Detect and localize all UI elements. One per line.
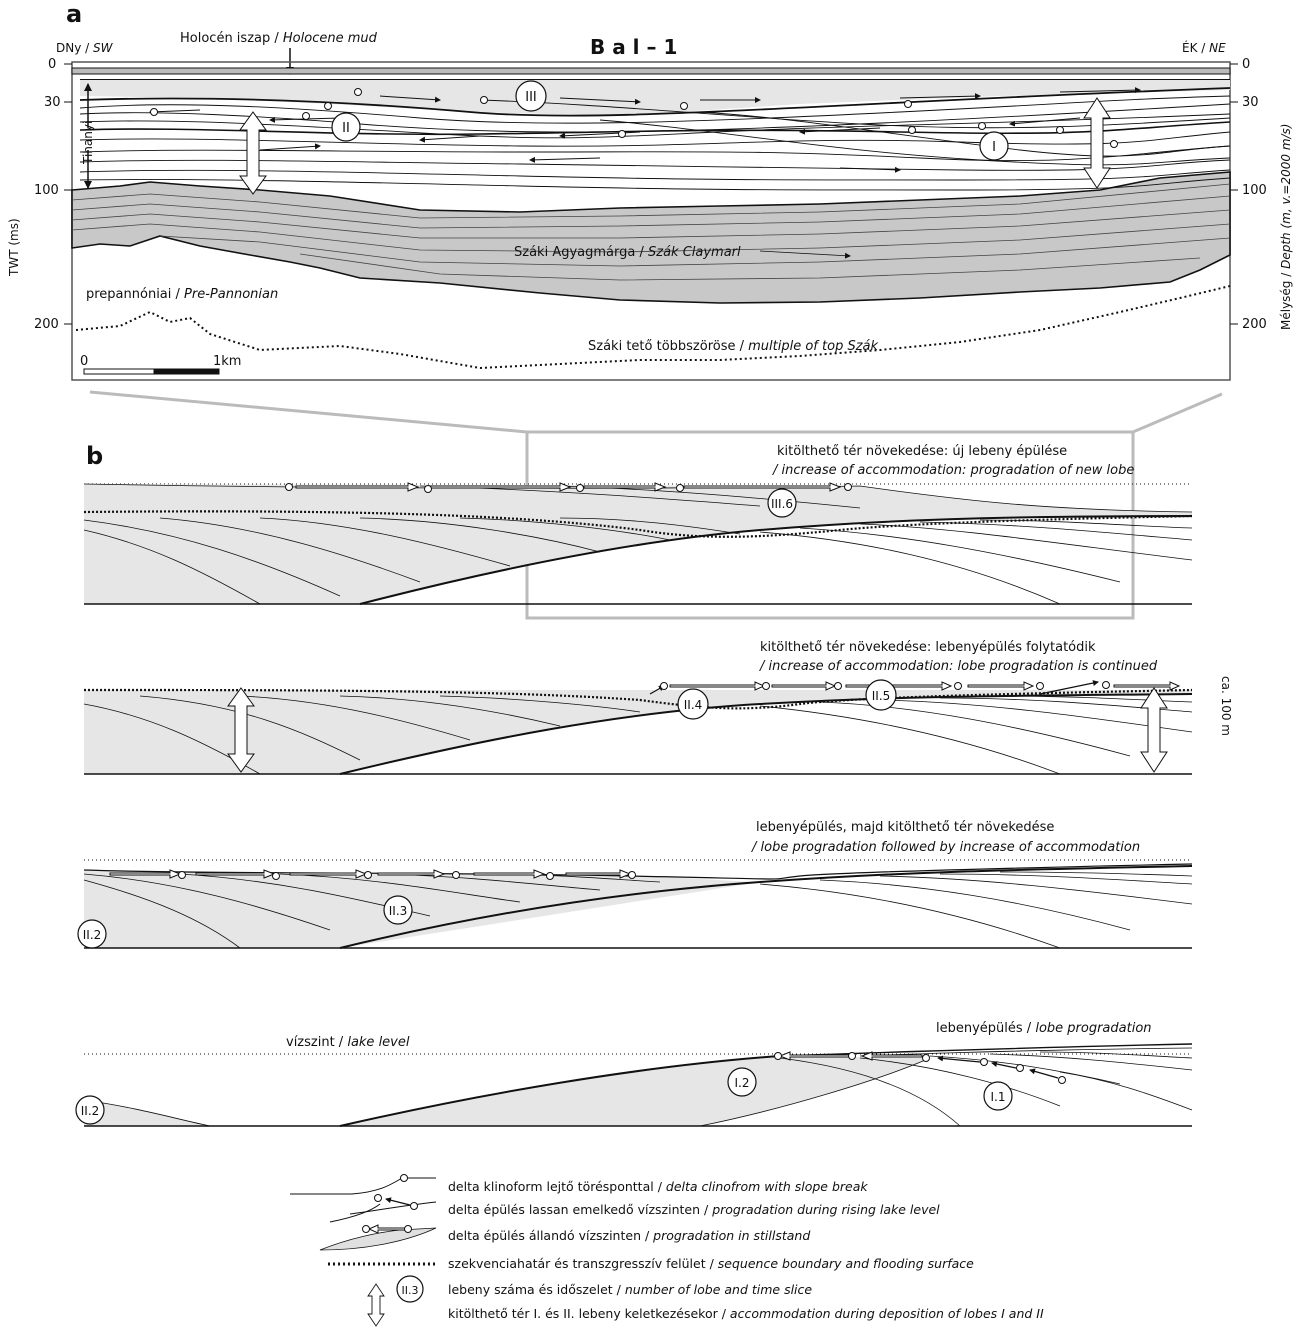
legend-item-rising: delta épülés lassan emelkedő vízszinten … bbox=[329, 1194, 940, 1223]
szak-label-pointer bbox=[759, 250, 851, 259]
zoom-line-right bbox=[1132, 392, 1223, 434]
sw-label: DNy / SW bbox=[56, 41, 114, 55]
stage-2: kitölthető tér növekedése: lebenyépülés … bbox=[83, 640, 1233, 775]
svg-text:kitölthető tér I. és II. leben: kitölthető tér I. és II. lebeny keletkez… bbox=[448, 1306, 1044, 1321]
svg-text:lebeny száma és időszelet / nu: lebeny száma és időszelet / number of lo… bbox=[448, 1282, 812, 1297]
svg-text:delta épülés állandó vízszinte: delta épülés állandó vízszinten / progra… bbox=[448, 1228, 810, 1243]
legend-item-stillstand: delta épülés állandó vízszinten / progra… bbox=[319, 1224, 810, 1251]
lobe-iii-body bbox=[80, 80, 1230, 116]
szak-label: Száki Agyagmárga / Szák Claymarl bbox=[514, 245, 741, 260]
svg-text:III.6: III.6 bbox=[771, 497, 793, 511]
seismic-reflectors bbox=[79, 87, 1231, 191]
panel-a: a B a l – 1 DNy / SW ÉK / NE Holocén isz… bbox=[7, 0, 1293, 434]
stage-4: vízszint / lake level lebenyépülés / lob… bbox=[75, 1021, 1193, 1127]
svg-text:szekvenciahatár és transzgress: szekvenciahatár és transzgresszív felüle… bbox=[448, 1256, 974, 1271]
svg-text:TWT (ms): TWT (ms) bbox=[7, 218, 21, 277]
svg-text:200: 200 bbox=[34, 317, 59, 332]
svg-text:I.1: I.1 bbox=[991, 1090, 1006, 1104]
panel-a-letter: a bbox=[66, 0, 82, 28]
svg-text:100: 100 bbox=[34, 183, 59, 198]
svg-text:30: 30 bbox=[44, 95, 61, 110]
svg-text:kitölthető tér növekedése: leb: kitölthető tér növekedése: lebenyépülés … bbox=[760, 640, 1096, 655]
right-axis: 0 30 100 200 Mélység / Depth (m, v.=2000… bbox=[1230, 57, 1293, 332]
svg-text:Mélység / Depth (m, v.=2000 m/: Mélység / Depth (m, v.=2000 m/s) bbox=[1279, 124, 1293, 331]
slope-break-points bbox=[150, 88, 1118, 148]
section-title: B a l – 1 bbox=[590, 35, 677, 59]
svg-text:II.2: II.2 bbox=[81, 1104, 100, 1118]
tihanyi-label: Tihanyi bbox=[81, 121, 95, 165]
scale-bar: 0 1km bbox=[80, 354, 241, 375]
stage-1: kitölthető tér növekedése: új lebeny épü… bbox=[83, 444, 1193, 605]
svg-text:II.2: II.2 bbox=[83, 928, 102, 942]
holocene-label: Holocén iszap / Holocene mud bbox=[180, 31, 378, 46]
zoom-line-left bbox=[89, 390, 528, 434]
svg-text:I.2: I.2 bbox=[735, 1076, 750, 1090]
svg-text:kitölthető tér növekedése: ú: kitölthető tér növekedése: új lebeny épü… bbox=[777, 444, 1067, 459]
svg-text:/ increase of accommodation: l: / increase of accommodation: lobe progra… bbox=[759, 659, 1158, 674]
svg-text:II: II bbox=[342, 121, 350, 136]
legend-item-sequence-boundary: szekvenciahatár és transzgresszív felüle… bbox=[328, 1256, 974, 1271]
svg-text:/ lobe progradation followed b: / lobe progradation followed by increase… bbox=[751, 840, 1140, 855]
prepannonian-label: prepannóniai / Pre-Pannonian bbox=[86, 287, 278, 302]
svg-text:0: 0 bbox=[1242, 57, 1250, 72]
svg-text:100: 100 bbox=[1242, 183, 1267, 198]
stage-3: lebenyépülés, majd kitölthető tér növeke… bbox=[77, 820, 1193, 949]
svg-text:lebenyépülés / lobe progradati: lebenyépülés / lobe progradation bbox=[936, 1021, 1152, 1036]
accommodation-arrow-right bbox=[1083, 97, 1111, 189]
svg-text:II.3: II.3 bbox=[389, 904, 408, 918]
svg-text:lebenyépülés, majd kitölthető: lebenyépülés, majd kitölthető tér növeke… bbox=[756, 820, 1054, 835]
left-axis: 0 30 100 200 TWT (ms) bbox=[7, 57, 72, 332]
svg-text:I: I bbox=[992, 140, 996, 155]
svg-text:200: 200 bbox=[1242, 317, 1267, 332]
svg-text:II.3: II.3 bbox=[402, 1284, 419, 1297]
multiple-label: Száki tető többszöröse / multiple of top… bbox=[588, 339, 878, 354]
svg-text:delta klinoform lejtő töréspon: delta klinoform lejtő törésponttal / del… bbox=[448, 1179, 868, 1194]
svg-text:vízszint / lake level: vízszint / lake level bbox=[286, 1035, 410, 1050]
svg-text:III: III bbox=[525, 90, 537, 105]
legend-item-lobe-number: II.3 lebeny száma és időszelet / number … bbox=[396, 1275, 812, 1303]
svg-text:30: 30 bbox=[1242, 95, 1259, 110]
accommodation-arrow-left bbox=[239, 111, 267, 195]
svg-text:/ increase of accommodation: p: / increase of accommodation: progradatio… bbox=[772, 463, 1134, 478]
holocene-mud-strip bbox=[71, 67, 1231, 75]
svg-text:0: 0 bbox=[48, 57, 56, 72]
legend: delta klinoform lejtő törésponttal / del… bbox=[290, 1174, 1044, 1327]
svg-text:II.5: II.5 bbox=[872, 689, 891, 703]
svg-text:1km: 1km bbox=[213, 354, 241, 369]
panel-b: b kitölthető tér növekedése: új lebeny é… bbox=[75, 430, 1233, 1127]
ne-label: ÉK / NE bbox=[1182, 40, 1226, 55]
szak-claymarl-layers bbox=[71, 183, 1231, 281]
legend-item-accommodation: kitölthető tér I. és II. lebeny keletkez… bbox=[367, 1283, 1044, 1327]
svg-text:ca. 100 m: ca. 100 m bbox=[1219, 676, 1233, 736]
svg-text:delta épülés lassan emelkedő v: delta épülés lassan emelkedő vízszinten … bbox=[448, 1202, 940, 1217]
lobe-label-i: I bbox=[979, 131, 1009, 161]
panel-b-letter: b bbox=[86, 442, 103, 470]
legend-item-clinoform: delta klinoform lejtő törésponttal / del… bbox=[290, 1174, 868, 1195]
lobe-label-ii: II bbox=[331, 112, 361, 142]
lobe-label-iii: III bbox=[515, 80, 547, 112]
svg-text:0: 0 bbox=[80, 354, 88, 369]
reflector-arrows bbox=[149, 87, 1141, 173]
multiple-of-top-szak-line bbox=[75, 285, 1231, 370]
svg-text:II.4: II.4 bbox=[684, 698, 703, 712]
